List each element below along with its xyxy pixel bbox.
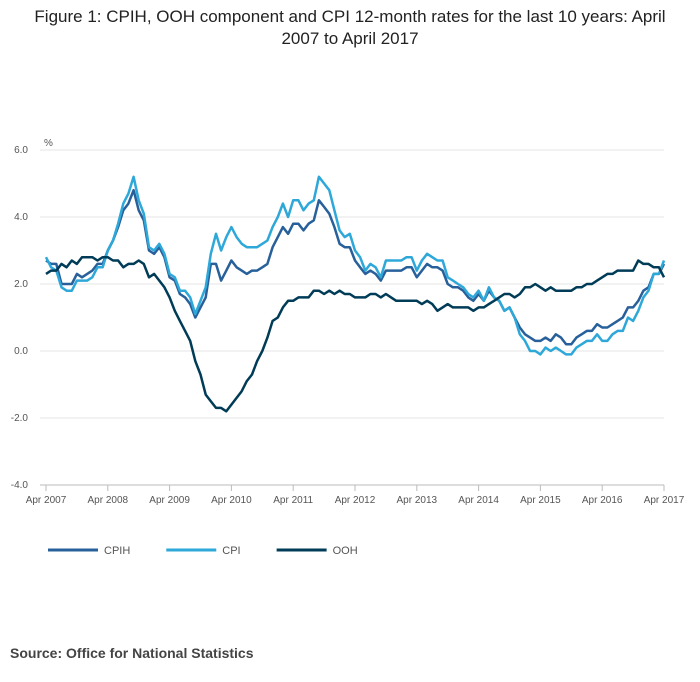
x-tick-label: Apr 2013 (397, 495, 438, 506)
x-tick-label: Apr 2008 (88, 495, 129, 506)
y-tick-label: 0.0 (14, 346, 28, 357)
x-tick-label: Apr 2014 (458, 495, 499, 506)
source: Source: Office for National Statistics (10, 645, 254, 661)
y-tick-label: -4.0 (11, 480, 29, 491)
x-tick-label: Apr 2017 (644, 495, 685, 506)
series-line (45, 188, 666, 346)
x-tick-label: Apr 2007 (26, 495, 67, 506)
x-tick-label: Apr 2010 (211, 495, 252, 506)
y-tick-label: 4.0 (14, 212, 28, 223)
legend-label: CPIH (104, 545, 130, 557)
x-tick-label: Apr 2009 (149, 495, 190, 506)
y-tick-label: -2.0 (11, 413, 29, 424)
series-line (45, 255, 666, 413)
y-tick-label: 6.0 (14, 145, 28, 156)
y-axis-label: % (44, 138, 53, 149)
y-tick-label: 2.0 (14, 279, 28, 290)
legend-label: CPI (222, 545, 240, 557)
x-tick-label: Apr 2012 (335, 495, 376, 506)
x-tick-label: Apr 2016 (582, 495, 623, 506)
chart-title: Figure 1: CPIH, OOH component and CPI 12… (34, 7, 666, 48)
series-line (44, 175, 666, 356)
x-tick-label: Apr 2015 (520, 495, 561, 506)
x-tick-label: Apr 2011 (273, 495, 313, 506)
chart: % -4.0 -2.0 0.0 2.0 4.0 6.0 Apr 2007 Apr 2008 Ap… (11, 138, 685, 557)
legend-label: OOH (333, 545, 358, 557)
